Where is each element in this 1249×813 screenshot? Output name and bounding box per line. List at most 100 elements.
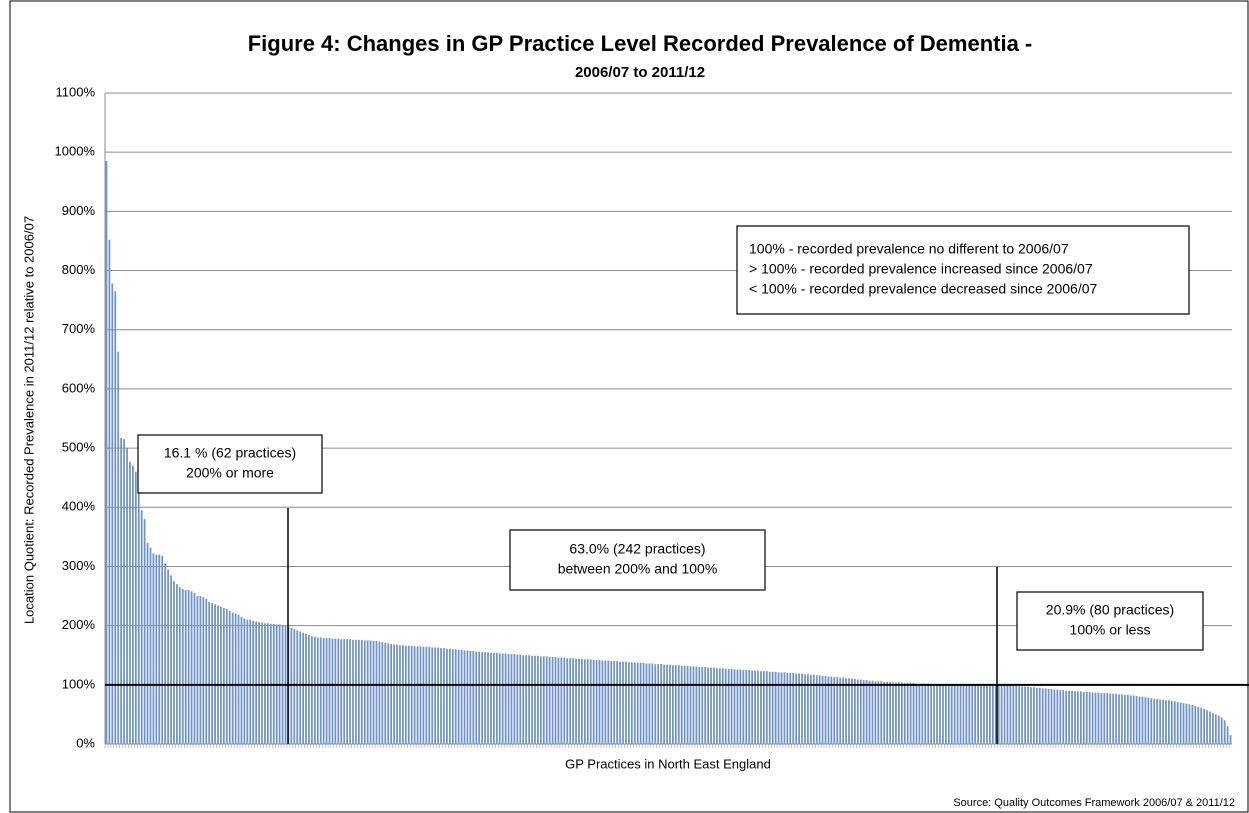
bar [299,631,302,744]
bar [713,667,715,744]
y-tick-label: 200% [62,617,96,632]
bar [718,668,721,744]
bar [915,683,918,744]
bar [710,667,712,744]
bar [566,658,569,744]
annotation-text: > 100% - recorded prevalence increased s… [749,261,1093,277]
bar [196,596,199,744]
bar [572,658,574,744]
bar [1115,693,1117,744]
bar [1018,686,1021,744]
chart-title: Figure 4: Changes in GP Practice Level R… [248,31,1033,56]
bar [346,639,349,744]
bar [425,646,428,744]
bar [149,547,152,744]
bar [404,645,407,744]
annotation-text: between 200% and 100% [558,561,718,577]
bar [1159,699,1161,744]
bar [918,683,921,744]
bar [956,684,959,744]
bar [959,684,962,744]
bar [1094,692,1097,744]
bar [833,677,836,744]
bar [586,659,589,744]
bar [1030,687,1032,744]
bar [988,684,991,744]
bar [340,639,343,744]
bar [1118,694,1120,744]
bar [716,668,718,744]
bar [548,657,551,744]
bar [903,683,906,744]
bar [396,644,398,744]
bar [1212,713,1214,744]
bar [886,681,889,744]
bar [639,662,642,744]
bar [454,649,457,744]
bar [369,640,372,744]
bar [862,680,865,744]
bar [290,628,293,744]
bar [575,658,577,744]
bar [428,646,431,744]
bar [431,647,434,744]
bar [184,590,187,744]
bar [504,653,507,744]
bar [443,648,445,744]
bar [765,671,768,744]
bar [692,666,695,744]
bar [413,646,416,744]
bar [208,601,211,744]
bar [1206,710,1208,744]
bar [821,675,824,744]
bar [1170,700,1173,744]
bar [560,657,563,744]
bar [419,646,422,744]
bar [1109,693,1112,744]
bar [836,677,839,744]
bar [402,645,404,744]
bar [434,647,437,744]
bar [237,614,240,744]
bar [868,680,871,744]
bar [733,669,736,744]
bar [498,653,501,744]
bar [193,593,196,744]
bar [528,655,530,744]
bar [261,622,263,744]
bar [777,672,780,744]
bar [845,678,847,744]
bar [739,669,742,744]
bar [446,648,448,744]
bar [1176,701,1179,744]
bar [721,668,724,744]
bar [407,645,410,744]
bar [824,675,827,744]
bar [942,684,944,744]
bar [469,651,472,744]
bar [1150,698,1153,744]
bar [137,483,140,744]
bar [246,619,249,744]
bar [516,654,519,744]
bar [501,653,504,744]
bar [909,683,912,744]
bar [1226,726,1229,744]
bar [132,465,134,744]
bar [422,646,425,744]
bar [1053,689,1056,744]
bar [768,671,771,744]
y-tick-label: 900% [62,203,96,218]
bar [760,671,762,744]
bar [1182,703,1185,744]
bar [366,640,369,744]
bar [898,682,900,744]
bar [1077,691,1079,744]
bar [842,677,845,744]
bar [921,683,924,744]
bar [783,672,786,744]
bar [789,672,792,744]
bar [460,649,463,744]
y-tick-label: 500% [62,440,96,455]
bar [1015,686,1018,744]
